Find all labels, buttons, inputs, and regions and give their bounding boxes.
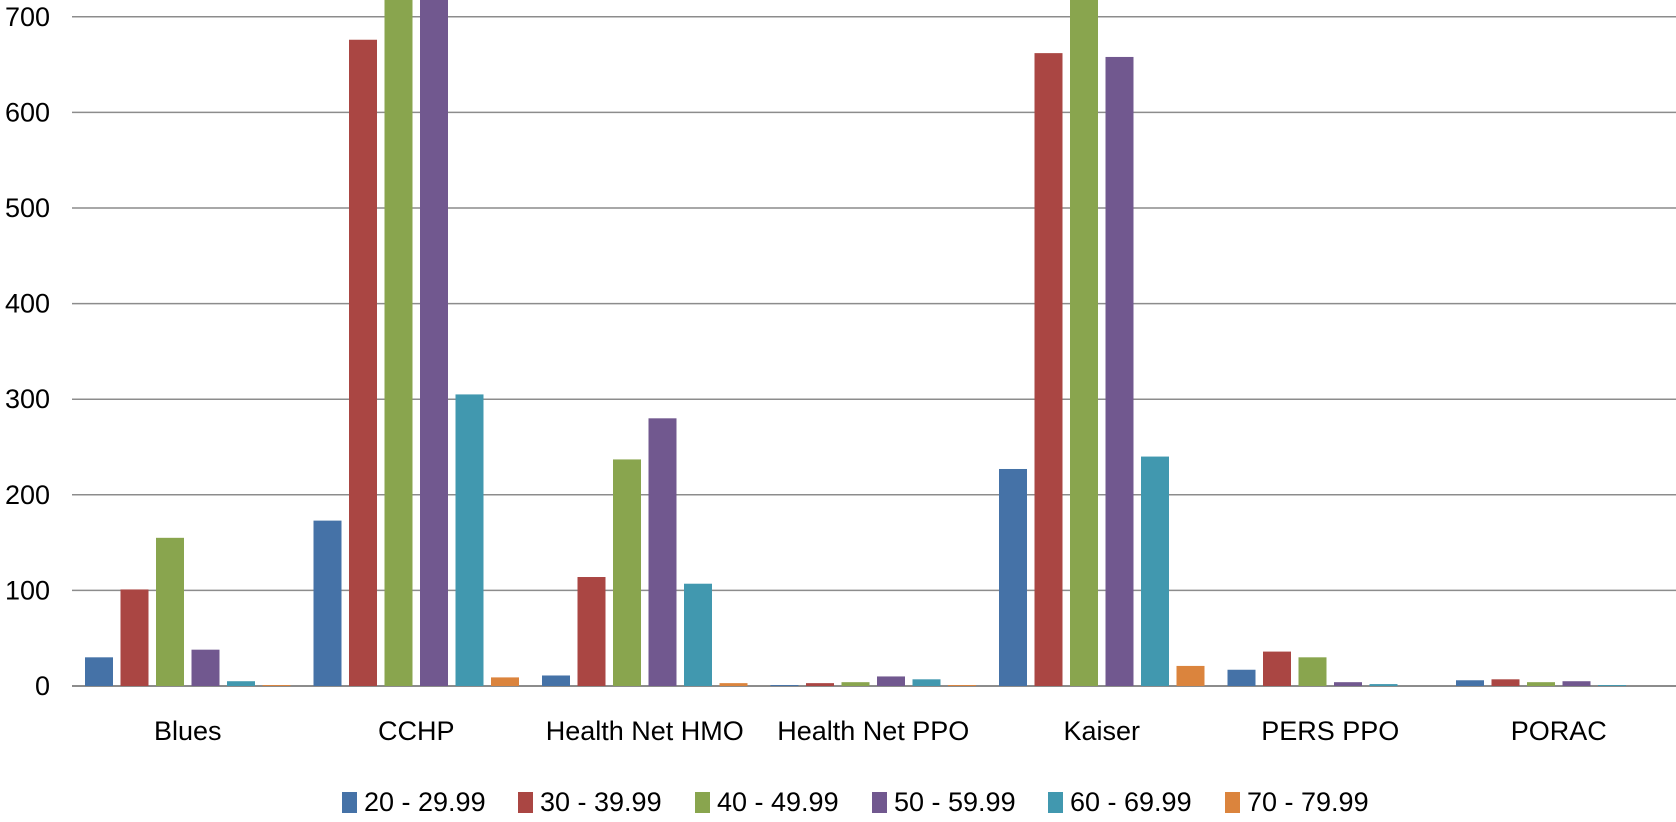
y-tick-label: 400 [5, 289, 50, 319]
legend-label: 70 - 79.99 [1247, 787, 1369, 817]
legend-swatch [1225, 792, 1240, 813]
bar-20-29-99-health-net-hmo [542, 675, 570, 686]
bar-40-49-99-health-net-ppo [841, 682, 870, 686]
bar-70-79-99-health-net-ppo [948, 685, 976, 686]
bar-40-49-99-pers-ppo [1298, 657, 1327, 686]
bar-30-39-99-porac [1491, 679, 1520, 686]
bar-40-49-99-kaiser [1070, 0, 1098, 686]
axis-layer: 0 100 200 300 400 500 600 700 Blues CCHP Health Ne… [5, 2, 1607, 746]
bar-20-29-99-health-net-ppo [770, 685, 799, 686]
bar-60-69-99-porac [1598, 685, 1626, 686]
bar-40-49-99-health-net-hmo [613, 459, 641, 686]
bar-50-59-99-porac [1562, 681, 1591, 686]
bar-50-59-99-cchp [420, 0, 448, 686]
bar-50-59-99-pers-ppo [1334, 682, 1362, 686]
bar-50-59-99-kaiser [1105, 56, 1134, 686]
bar-50-59-99-health-net-ppo [877, 676, 905, 686]
y-tick-label: 100 [5, 575, 50, 605]
bar-70-79-99-cchp [491, 677, 519, 686]
bar-20-29-99-porac [1456, 680, 1484, 686]
x-tick-label: Health Net HMO [546, 716, 744, 746]
grid-layer [72, 16, 1676, 687]
bar-30-39-99-blues [120, 589, 149, 686]
y-tick-label: 700 [5, 2, 50, 32]
legend-label: 40 - 49.99 [717, 787, 839, 817]
bar-40-49-99-blues [156, 537, 184, 686]
legend-swatch [872, 792, 887, 813]
bar-30-39-99-health-net-ppo [806, 683, 834, 686]
x-tick-label: Kaiser [1063, 716, 1140, 746]
bar-70-79-99-kaiser [1176, 665, 1205, 686]
x-tick-label: Blues [154, 716, 222, 746]
bar-40-49-99-cchp [384, 0, 413, 686]
bar-50-59-99-health-net-hmo [648, 418, 677, 686]
bar-60-69-99-kaiser [1141, 456, 1169, 686]
legend-swatch [518, 792, 533, 813]
legend-swatch [695, 792, 710, 813]
legend: 20 - 29.99 30 - 39.99 40 - 49.99 50 - 59.99… [342, 787, 1369, 817]
legend-swatch [1048, 792, 1063, 813]
y-tick-label: 500 [5, 193, 50, 223]
y-tick-label: 200 [5, 480, 50, 510]
x-tick-label: PERS PPO [1261, 716, 1399, 746]
bar-20-29-99-blues [85, 657, 113, 686]
x-tick-label: CCHP [378, 716, 455, 746]
y-tick-label: 600 [5, 97, 50, 127]
bar-60-69-99-health-net-ppo [912, 679, 941, 686]
bar-70-79-99-blues [262, 685, 291, 686]
x-tick-label: Health Net PPO [777, 716, 969, 746]
bar-70-79-99-health-net-hmo [719, 683, 748, 686]
legend-label: 30 - 39.99 [540, 787, 662, 817]
bar-30-39-99-kaiser [1034, 53, 1063, 686]
legend-label: 20 - 29.99 [364, 787, 486, 817]
bar-20-29-99-kaiser [999, 468, 1027, 686]
y-tick-label: 0 [35, 671, 50, 701]
bar-20-29-99-cchp [313, 520, 342, 686]
bar-60-69-99-health-net-hmo [684, 583, 712, 686]
bar-60-69-99-blues [227, 681, 255, 686]
bar-30-39-99-cchp [349, 39, 377, 686]
legend-label: 50 - 59.99 [894, 787, 1016, 817]
bar-20-29-99-pers-ppo [1227, 669, 1256, 686]
bar-30-39-99-health-net-hmo [577, 577, 606, 686]
bar-30-39-99-pers-ppo [1263, 651, 1291, 686]
y-tick-label: 300 [5, 384, 50, 414]
bar-50-59-99-blues [191, 649, 220, 686]
x-tick-label: PORAC [1511, 716, 1607, 746]
bar-60-69-99-pers-ppo [1369, 684, 1398, 686]
bars-layer [85, 0, 1626, 686]
legend-label: 60 - 69.99 [1070, 787, 1192, 817]
bar-60-69-99-cchp [455, 394, 484, 686]
legend-swatch [342, 792, 357, 813]
bar-40-49-99-porac [1527, 682, 1555, 686]
